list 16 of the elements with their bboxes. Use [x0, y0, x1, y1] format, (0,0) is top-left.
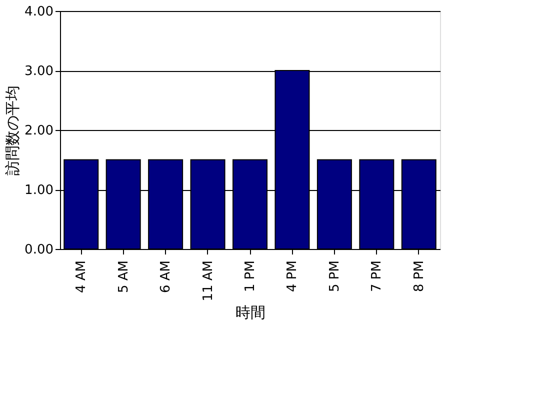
x-tick-label: 6 AM [158, 260, 174, 294]
y-axis-title: 訪問数の平均 [4, 86, 22, 176]
y-tick-label: 4.00 [24, 4, 54, 20]
x-tick-label: 11 AM [200, 260, 216, 302]
x-tick-label: 7 PM [370, 260, 385, 292]
x-tick-label: 4 PM [285, 260, 300, 292]
x-tick-label: 5 AM [116, 260, 132, 294]
y-tick-label: 2.00 [24, 124, 54, 138]
x-axis-title: 時間 [236, 303, 266, 322]
y-tick-label: 0.00 [24, 242, 54, 258]
x-tick-label: 1 PM [243, 260, 258, 292]
y-tick-label: 1.00 [24, 183, 54, 198]
y-tick-label: 3.00 [24, 64, 54, 79]
x-tick-label: 5 PM [327, 260, 342, 292]
x-tick-label: 4 AM [74, 260, 90, 294]
x-tick-label: 8 PM [412, 260, 427, 292]
